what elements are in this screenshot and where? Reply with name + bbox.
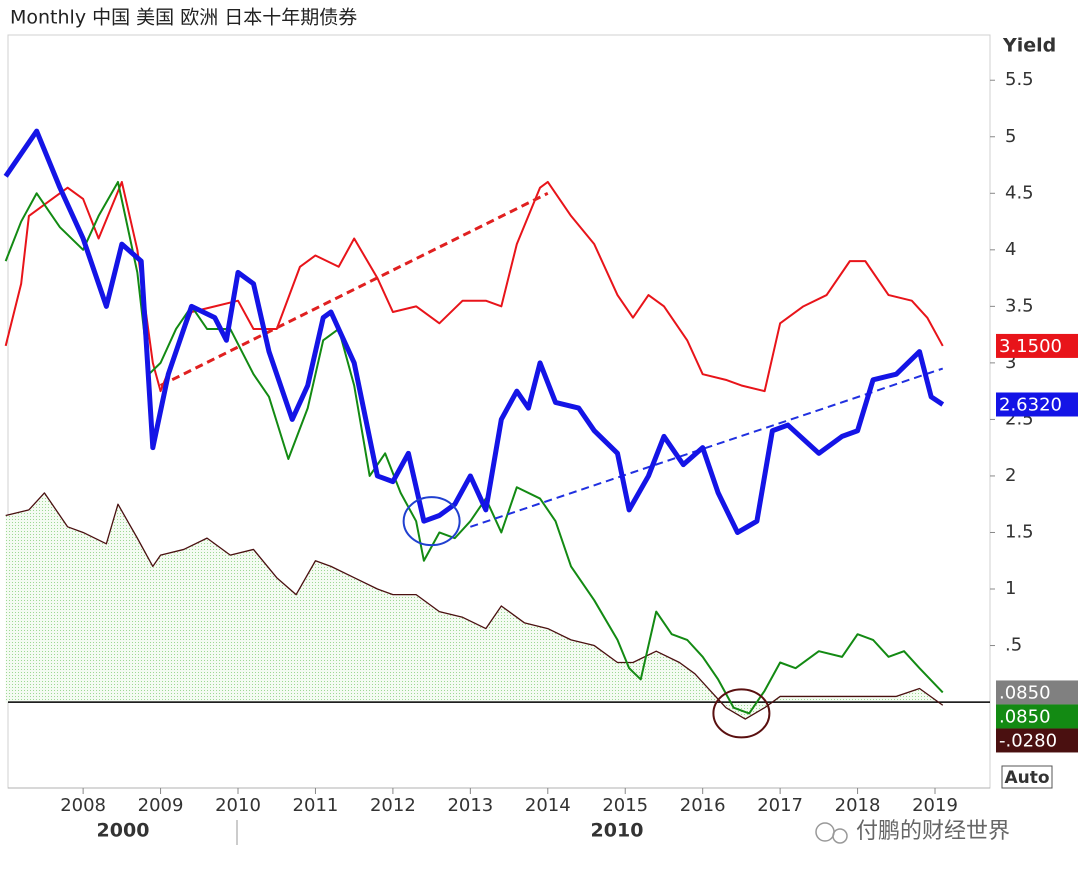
x-tick-label: 2009 [138,795,184,816]
x-tick-label: 2008 [60,795,106,816]
value-label-box [996,728,1078,753]
y-tick-label: 3.5 [1005,295,1034,316]
x-tick-label: 2011 [293,795,339,816]
x-tick-label: 2015 [602,795,648,816]
y-tick-label: 1 [1005,578,1016,599]
chart-title: Monthly 中国 美国 欧洲 日本十年期债券 [10,7,357,29]
y-tick-label: 3 [1005,352,1016,373]
highlight-circle [402,496,461,547]
y-tick-label: .5 [1005,635,1022,656]
series-line [4,180,944,715]
x-group-label: 2010 [591,820,644,842]
x-tick-label: 2017 [757,795,803,816]
auto-button[interactable] [1001,765,1053,789]
x-tick-label: 2014 [525,795,571,816]
x-tick-label: 2018 [835,795,881,816]
x-tick-label: 2012 [370,795,416,816]
value-label-box [996,704,1078,729]
watermark: 付鹏的财经世界 [815,819,1010,844]
value-label: 2.6320 [999,394,1062,415]
value-label-box [996,680,1078,705]
y-tick-label: 5.5 [1005,69,1034,90]
value-label: .0850 [999,682,1051,703]
trendline [470,367,944,528]
y-axis-label: Yield [1002,35,1056,57]
y-tick-label: 4.5 [1005,182,1034,203]
y-tick-label: 4 [1005,239,1016,260]
y-tick-label: 1.5 [1005,521,1034,542]
value-label-box [996,392,1078,417]
y-tick-label: 2 [1005,465,1016,486]
x-tick-label: 2013 [447,795,493,816]
series-line [3,128,945,535]
trendline [159,191,549,387]
x-tick-label: 2010 [215,795,261,816]
series-line [5,492,944,720]
highlight-circle [712,688,771,739]
x-tick-label: 2016 [680,795,726,816]
y-tick-label: 5 [1005,126,1016,147]
value-label: .0850 [999,706,1051,727]
x-tick-label: 2019 [912,795,958,816]
watermark-text: 付鹏的财经世界 [856,819,1010,844]
value-label-box [996,333,1078,358]
value-label: -.0280 [999,730,1057,751]
value-label: 3.1500 [999,336,1062,357]
area [5,492,943,720]
x-group-label: 2000 [97,820,150,842]
watermark-icon [832,828,848,844]
auto-button-label[interactable]: Auto [1004,768,1049,788]
